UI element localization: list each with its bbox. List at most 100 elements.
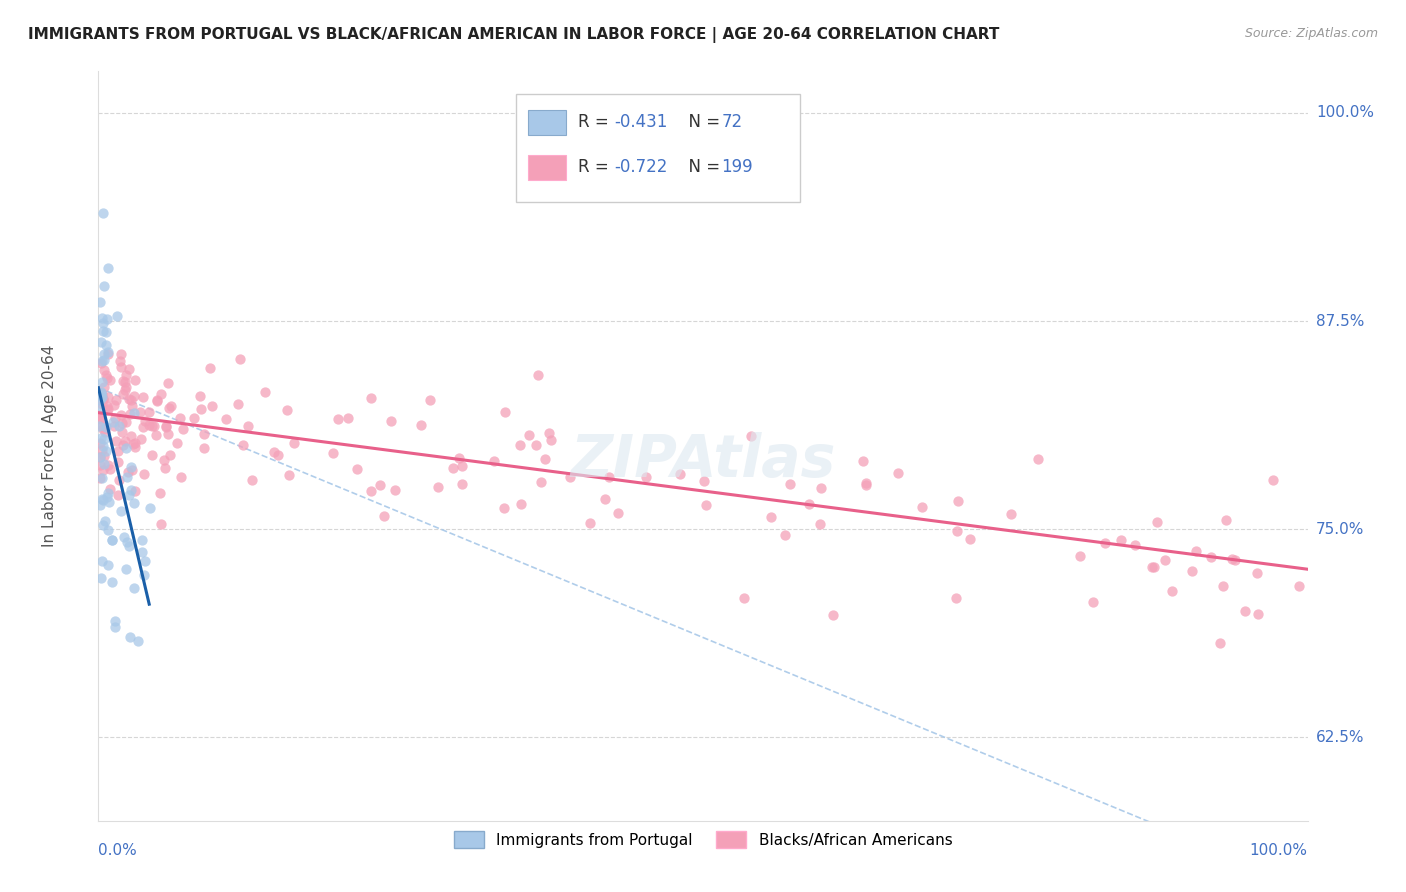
Point	[90, 387, 112, 401]
Point	[104, 614, 127, 628]
Point	[94, 338, 117, 352]
Point	[1000, 508, 1022, 522]
Point	[104, 393, 127, 408]
Point	[1209, 636, 1232, 650]
Point	[336, 411, 359, 425]
Point	[172, 422, 194, 436]
Text: -0.431: -0.431	[614, 113, 668, 131]
Point	[87, 411, 110, 425]
Point	[1081, 594, 1104, 608]
Point	[120, 460, 142, 475]
Point	[98, 495, 121, 509]
Point	[91, 463, 114, 477]
Point	[91, 354, 114, 368]
Point	[108, 418, 131, 433]
Point	[96, 311, 118, 326]
Point	[190, 401, 212, 416]
Point	[110, 359, 132, 374]
Point	[283, 436, 305, 450]
Point	[946, 524, 969, 539]
Point	[98, 373, 121, 387]
Point	[170, 470, 193, 484]
Point	[558, 470, 581, 484]
Point	[93, 449, 115, 463]
Point	[91, 376, 114, 390]
Point	[118, 488, 141, 502]
Point	[89, 294, 111, 309]
Point	[821, 607, 844, 622]
Point	[451, 477, 474, 491]
Point	[89, 471, 111, 485]
Point	[93, 363, 115, 377]
Point	[759, 509, 782, 524]
Point	[509, 438, 531, 452]
Point	[134, 467, 156, 482]
Point	[107, 473, 129, 487]
Point	[153, 452, 176, 467]
Point	[97, 402, 120, 417]
Point	[91, 443, 114, 458]
Point	[517, 427, 540, 442]
Point	[91, 392, 114, 406]
Point	[360, 392, 382, 406]
Point	[1288, 578, 1310, 592]
Point	[276, 403, 298, 417]
Point	[132, 568, 155, 582]
Point	[91, 419, 114, 434]
Point	[107, 444, 129, 458]
Point	[96, 370, 118, 384]
Point	[240, 473, 263, 487]
Point	[526, 438, 548, 452]
Point	[122, 437, 145, 451]
Point	[105, 310, 128, 324]
Point	[1160, 584, 1182, 599]
Point	[132, 419, 155, 434]
Point	[141, 418, 163, 433]
Point	[101, 415, 124, 429]
Point	[117, 466, 139, 480]
Point	[96, 402, 118, 417]
Point	[90, 356, 112, 370]
Point	[90, 386, 112, 401]
Point	[89, 450, 111, 464]
Point	[160, 399, 183, 413]
Point	[121, 463, 143, 477]
Point	[91, 316, 114, 330]
Point	[579, 516, 602, 531]
Point	[530, 475, 553, 490]
Point	[447, 450, 470, 465]
Point	[97, 390, 120, 404]
Point	[959, 532, 981, 546]
Point	[150, 386, 173, 401]
Point	[91, 387, 114, 401]
Point	[91, 390, 114, 404]
Point	[90, 334, 112, 349]
Point	[114, 383, 136, 397]
Point	[94, 514, 117, 528]
Point	[263, 445, 285, 459]
Point	[188, 389, 211, 403]
Point	[779, 477, 801, 491]
Point	[346, 461, 368, 475]
Text: 62.5%: 62.5%	[1316, 730, 1364, 745]
Point	[254, 385, 277, 400]
Point	[97, 523, 120, 537]
Point	[267, 449, 290, 463]
Point	[114, 415, 136, 429]
Point	[101, 533, 124, 547]
Point	[98, 482, 121, 496]
Point	[124, 483, 146, 498]
Point	[797, 497, 820, 511]
Point	[115, 380, 138, 394]
Point	[122, 406, 145, 420]
Point	[94, 444, 117, 458]
Point	[1220, 552, 1243, 566]
Point	[373, 509, 395, 524]
Point	[120, 407, 142, 421]
Point	[108, 353, 131, 368]
Point	[153, 461, 176, 475]
Point	[110, 347, 132, 361]
Point	[1069, 549, 1091, 563]
Point	[740, 428, 762, 442]
Text: N =: N =	[678, 113, 725, 131]
